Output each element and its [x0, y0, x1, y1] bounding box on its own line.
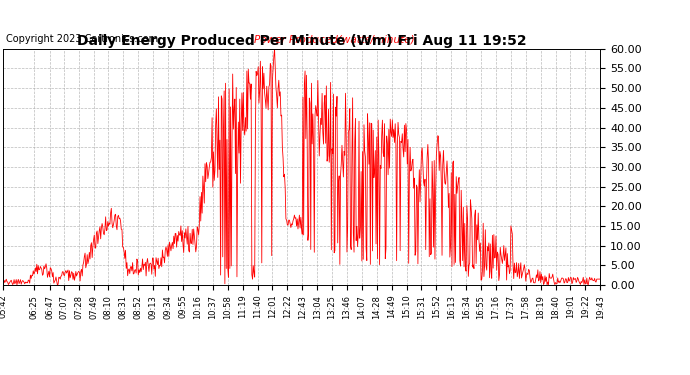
- Text: Power Produced(watts/minute): Power Produced(watts/minute): [254, 34, 415, 44]
- Title: Daily Energy Produced Per Minute (Wm) Fri Aug 11 19:52: Daily Energy Produced Per Minute (Wm) Fr…: [77, 34, 526, 48]
- Text: Copyright 2023 Cartronics.com: Copyright 2023 Cartronics.com: [6, 34, 159, 44]
